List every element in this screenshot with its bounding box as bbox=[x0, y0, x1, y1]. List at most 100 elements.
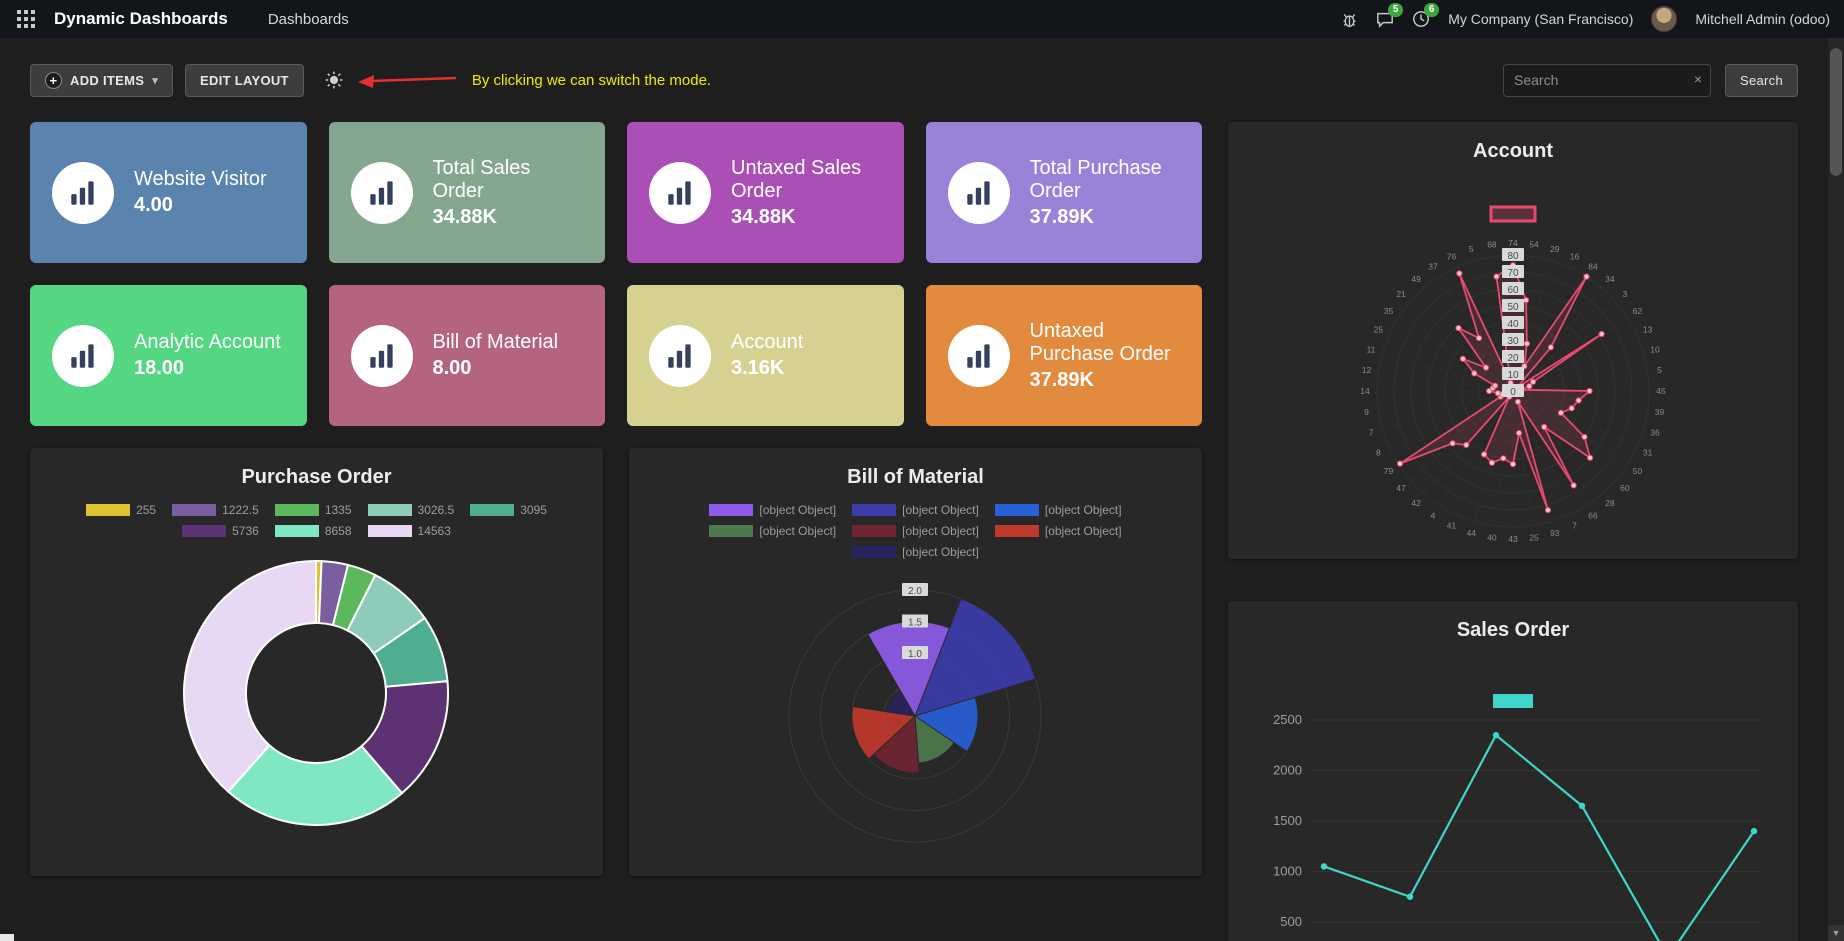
svg-text:50: 50 bbox=[1633, 466, 1643, 476]
svg-text:10: 10 bbox=[1650, 344, 1660, 354]
app-title[interactable]: Dynamic Dashboards bbox=[54, 9, 228, 28]
svg-text:84: 84 bbox=[1588, 261, 1598, 271]
bill-of-material-polar-chart: 2.0 1.5 1.0 bbox=[788, 583, 1042, 843]
legend-label: 3026.5 bbox=[417, 503, 455, 517]
scrollbar-thumb[interactable] bbox=[1830, 48, 1842, 176]
search-input[interactable] bbox=[1503, 63, 1711, 97]
svg-text:29: 29 bbox=[1550, 244, 1560, 254]
edit-layout-label: EDIT LAYOUT bbox=[200, 72, 289, 88]
legend-swatch bbox=[470, 504, 515, 516]
bill-of-material-card: Bill of Material [object Object] [object … bbox=[629, 448, 1202, 876]
svg-text:42: 42 bbox=[1411, 498, 1421, 508]
legend-item[interactable]: [object Object] bbox=[852, 524, 979, 538]
kpi-tile-1[interactable]: Website Visitor 4.00 bbox=[30, 122, 307, 263]
kpi-tile-2[interactable]: Total Sales Order 34.88K bbox=[328, 122, 605, 263]
svg-text:31: 31 bbox=[1643, 447, 1653, 457]
svg-text:60: 60 bbox=[1507, 285, 1519, 296]
messages-icon[interactable]: 5 bbox=[1376, 3, 1404, 28]
legend-item[interactable]: 5736 bbox=[182, 524, 259, 538]
activities-clock-icon[interactable]: 6 bbox=[1412, 3, 1440, 28]
svg-text:62: 62 bbox=[1633, 306, 1643, 316]
add-items-button[interactable]: + ADD ITEMS ▾ bbox=[30, 63, 174, 97]
legend-item[interactable]: [object Object] bbox=[852, 503, 979, 517]
legend-label: 1222.5 bbox=[222, 503, 259, 517]
legend-item[interactable]: 1335 bbox=[274, 503, 352, 517]
company-switcher[interactable]: My Company (San Francisco) bbox=[1448, 11, 1634, 27]
svg-text:25: 25 bbox=[1374, 325, 1384, 335]
legend-item[interactable]: 255 bbox=[86, 503, 156, 517]
svg-text:16: 16 bbox=[1570, 251, 1580, 261]
kpi-name: Total Purchase Order bbox=[1029, 156, 1162, 202]
caret-down-icon: ▾ bbox=[152, 74, 159, 87]
clear-search-icon[interactable]: × bbox=[1693, 70, 1702, 87]
svg-text:1.0: 1.0 bbox=[908, 649, 922, 660]
legend-label: 14563 bbox=[417, 524, 451, 538]
search-button[interactable]: Search bbox=[1725, 63, 1798, 97]
bar-chart-icon bbox=[947, 161, 1010, 224]
legend-item[interactable]: 14563 bbox=[367, 524, 451, 538]
svg-text:0: 0 bbox=[1510, 387, 1516, 398]
svg-text:7: 7 bbox=[1572, 521, 1577, 531]
legend-item[interactable]: [object Object] bbox=[852, 545, 979, 559]
legend-swatch bbox=[709, 525, 754, 537]
svg-text:1.5: 1.5 bbox=[908, 618, 922, 629]
bar-chart-icon bbox=[649, 324, 711, 387]
dashboard-toolbar: + ADD ITEMS ▾ EDIT LAYOUT By clicking we… bbox=[30, 60, 1798, 100]
legend-item[interactable]: 3095 bbox=[470, 503, 547, 517]
scroll-down-icon[interactable]: ▼ bbox=[1828, 925, 1844, 941]
activities-badge: 6 bbox=[1424, 3, 1440, 17]
kpi-tile-4[interactable]: Total Purchase Order 37.89K bbox=[925, 122, 1202, 263]
sales-order-card: Sales Order 500 1000 1500 2000 2500 bbox=[1228, 601, 1798, 941]
kpi-grid: Website Visitor 4.00 Total Sales Order 34.8… bbox=[30, 122, 1202, 426]
svg-text:60: 60 bbox=[1620, 483, 1630, 493]
bill-of-material-legend: [object Object] [object Object] [object Ob… bbox=[645, 503, 1186, 559]
legend-item[interactable]: 3026.5 bbox=[367, 503, 455, 517]
legend-label: 1335 bbox=[324, 503, 352, 517]
svg-text:34: 34 bbox=[1605, 274, 1615, 284]
kpi-tile-3[interactable]: Untaxed Sales Order 34.88K bbox=[627, 122, 904, 263]
theme-toggle-sun-icon[interactable] bbox=[324, 70, 344, 90]
menu-dashboards[interactable]: Dashboards bbox=[267, 10, 349, 28]
svg-text:1500: 1500 bbox=[1273, 813, 1302, 828]
legend-swatch bbox=[994, 525, 1039, 537]
legend-swatch bbox=[994, 504, 1039, 516]
avatar[interactable] bbox=[1651, 6, 1678, 32]
legend-item[interactable]: 8658 bbox=[274, 524, 352, 538]
chart-title-sales-order: Sales Order bbox=[1456, 619, 1570, 641]
edit-layout-button[interactable]: EDIT LAYOUT bbox=[185, 63, 304, 97]
svg-text:68: 68 bbox=[1487, 240, 1497, 250]
kpi-value: 37.89K bbox=[1029, 205, 1095, 228]
svg-text:45: 45 bbox=[1656, 386, 1666, 396]
kpi-tile-5[interactable]: Analytic Account 18.00 bbox=[30, 285, 307, 426]
kpi-tile-6[interactable]: Bill of Material 8.00 bbox=[328, 285, 605, 426]
svg-text:39: 39 bbox=[1655, 407, 1665, 417]
user-menu[interactable]: Mitchell Admin (odoo) bbox=[1695, 11, 1830, 27]
bug-icon[interactable] bbox=[1341, 11, 1358, 28]
annotation-text: By clicking we can switch the mode. bbox=[471, 71, 712, 89]
svg-text:25: 25 bbox=[1529, 532, 1539, 542]
legend-item[interactable]: [object Object] bbox=[709, 524, 836, 538]
scrollbar-track[interactable]: ▼ bbox=[1828, 38, 1844, 941]
svg-text:14: 14 bbox=[1360, 386, 1370, 396]
kpi-name: Analytic Account bbox=[134, 331, 281, 353]
legend-swatch bbox=[367, 525, 412, 537]
browser-status-sliver bbox=[0, 934, 14, 941]
svg-text:40: 40 bbox=[1507, 319, 1519, 330]
legend-label: 255 bbox=[136, 503, 157, 517]
purchase-order-legend: 255 1222.5 1335 3026.5 3095 5736 8658 14563 bbox=[46, 503, 587, 538]
legend-item[interactable]: [object Object] bbox=[709, 503, 836, 517]
svg-text:40: 40 bbox=[1487, 532, 1497, 542]
legend-item[interactable]: [object Object] bbox=[994, 524, 1122, 538]
kpi-tile-7[interactable]: Account 3.16K bbox=[627, 285, 904, 426]
legend-item[interactable]: [object Object] bbox=[994, 503, 1122, 517]
messages-badge: 5 bbox=[1388, 3, 1404, 17]
svg-text:5: 5 bbox=[1469, 244, 1474, 254]
legend-item[interactable]: 1222.5 bbox=[172, 503, 259, 517]
purchase-order-doughnut-chart bbox=[183, 559, 449, 826]
legend-swatch bbox=[852, 546, 897, 558]
legend-swatch bbox=[367, 504, 412, 516]
legend-label: [object Object] bbox=[1044, 503, 1122, 517]
chart-title-account: Account bbox=[1473, 140, 1553, 162]
apps-grid-icon[interactable] bbox=[14, 7, 38, 31]
kpi-tile-8[interactable]: Untaxed Purchase Order 37.89K bbox=[925, 285, 1202, 426]
